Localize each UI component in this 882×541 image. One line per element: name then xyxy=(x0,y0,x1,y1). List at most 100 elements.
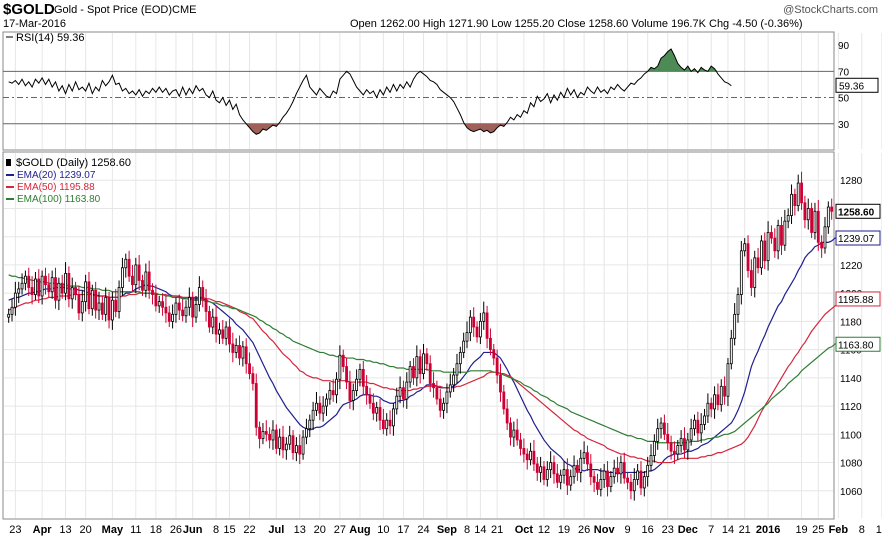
price-legend-swatch xyxy=(6,159,11,166)
candle-body xyxy=(442,402,445,411)
candle-body xyxy=(783,220,787,246)
candle-body xyxy=(278,436,282,449)
candle-body xyxy=(348,381,352,401)
candle-body xyxy=(786,215,790,222)
candle-body xyxy=(492,349,496,359)
candle-body xyxy=(448,384,452,393)
candle-body xyxy=(325,398,328,407)
candle-body xyxy=(472,316,476,328)
candle-body xyxy=(592,476,596,483)
candle-body xyxy=(706,402,710,417)
price-y-tick-label: 1120 xyxy=(840,402,862,413)
candle-body xyxy=(151,289,154,295)
candle-body xyxy=(776,224,780,252)
x-tick-label: Jul xyxy=(268,524,284,536)
candle-body xyxy=(749,270,753,288)
candle-body xyxy=(74,287,77,295)
candle-body xyxy=(408,366,412,383)
candle-body xyxy=(291,435,295,454)
candle-body xyxy=(505,408,509,424)
rsi-last-value-tag xyxy=(835,77,879,93)
ema50-last-value-tag-label: 1195.88 xyxy=(838,295,874,306)
close-last-value-tag xyxy=(835,203,881,219)
candle-body xyxy=(495,357,499,376)
candle-body xyxy=(649,455,653,466)
candle-body xyxy=(315,402,318,411)
candle-body xyxy=(830,206,834,212)
candle-body xyxy=(696,419,700,434)
candle-body xyxy=(729,337,733,365)
x-tick-label: 21 xyxy=(491,524,503,536)
x-tick-label: 19 xyxy=(558,524,570,536)
candle-body xyxy=(50,277,54,293)
candle-body xyxy=(134,264,138,286)
x-tick-label: Sep xyxy=(437,524,457,536)
candle-body xyxy=(455,363,459,376)
candle-body xyxy=(97,302,101,311)
x-tick-label: 13 xyxy=(294,524,306,536)
candle-body xyxy=(693,419,696,430)
rsi-oversold-fill xyxy=(463,123,508,133)
candle-body xyxy=(368,394,372,404)
rsi-line xyxy=(8,48,732,135)
candle-body xyxy=(552,462,556,475)
price-y-tick-label: 1180 xyxy=(840,317,862,328)
candle-body xyxy=(258,426,261,439)
candle-body xyxy=(532,450,536,465)
x-tick-label: Dec xyxy=(678,524,698,536)
x-tick-label: Jun xyxy=(183,524,203,536)
candle-body xyxy=(502,391,506,410)
x-tick-label: Nov xyxy=(594,524,616,536)
candle-body xyxy=(549,462,553,470)
candle-body xyxy=(509,422,512,438)
candle-body xyxy=(90,289,94,310)
ema20-last-value-tag xyxy=(835,230,881,246)
candle-body xyxy=(753,257,757,288)
candle-body xyxy=(268,433,272,441)
candle-body xyxy=(395,395,399,410)
candle-body xyxy=(244,346,248,365)
candle-body xyxy=(820,241,824,249)
candle-body xyxy=(60,282,64,294)
candle-body xyxy=(57,282,61,301)
candle-body xyxy=(612,467,616,478)
candle-body xyxy=(361,368,365,387)
candle-body xyxy=(7,313,11,318)
candle-layer xyxy=(7,171,834,501)
ema50-last-value-tag xyxy=(835,291,881,307)
candle-body xyxy=(606,470,609,487)
candle-body xyxy=(218,329,221,335)
rsi-y-tick-label: 90 xyxy=(838,41,850,52)
candle-body xyxy=(412,366,415,379)
candle-body xyxy=(224,326,228,339)
price-panel xyxy=(2,151,835,520)
candle-body xyxy=(482,312,486,322)
candle-body xyxy=(485,312,489,339)
x-tick-label: 12 xyxy=(538,524,550,536)
candle-body xyxy=(351,390,355,401)
candle-body xyxy=(562,469,566,476)
candle-body xyxy=(248,363,251,375)
candle-body xyxy=(264,431,268,435)
x-tick-label: 18 xyxy=(150,524,162,536)
candle-body xyxy=(167,312,171,322)
candle-body xyxy=(432,383,435,389)
candle-body xyxy=(144,271,148,291)
candle-body xyxy=(639,470,643,489)
price-y-tick-label: 1140 xyxy=(840,374,862,385)
candle-body xyxy=(793,193,797,207)
candle-body xyxy=(770,232,773,239)
candle-body xyxy=(251,373,255,384)
candle-body xyxy=(34,278,37,295)
candle-body xyxy=(468,316,472,334)
candle-body xyxy=(231,343,235,353)
candle-body xyxy=(445,391,449,404)
ema20-last-value-tag-label: 1239.07 xyxy=(838,234,875,245)
candle-body xyxy=(288,435,292,445)
candle-body xyxy=(823,226,827,249)
x-tick-label: May xyxy=(102,524,124,536)
x-tick-label: Feb xyxy=(829,524,849,536)
candle-body xyxy=(766,232,770,262)
candle-body xyxy=(100,302,104,315)
candle-body xyxy=(659,422,663,430)
